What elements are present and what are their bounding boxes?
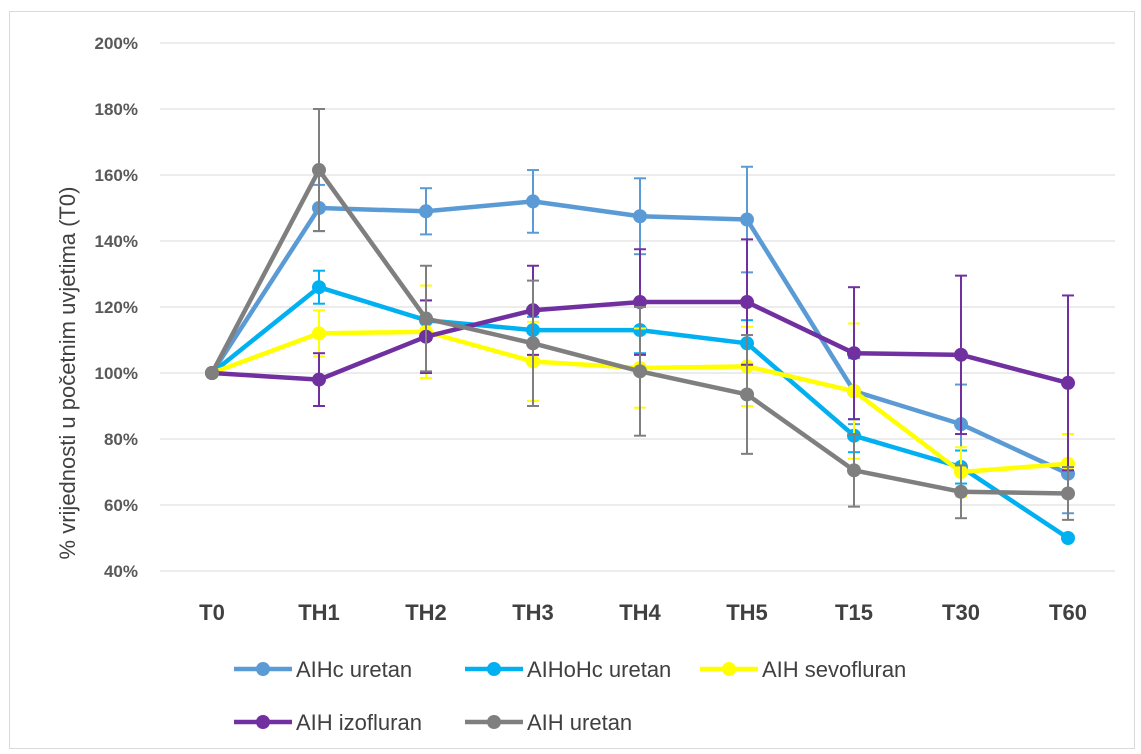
x-tick-label: T0 <box>199 600 225 625</box>
gridlines <box>160 42 1115 572</box>
legend-swatch-marker <box>256 662 270 676</box>
y-tick-label: 80% <box>104 430 138 449</box>
data-point <box>1061 531 1075 545</box>
x-tick-label: TH2 <box>405 600 447 625</box>
data-point <box>740 212 754 227</box>
x-tick-label: TH5 <box>726 600 768 625</box>
data-point <box>954 347 968 362</box>
legend-swatch-marker <box>487 715 501 729</box>
y-tick-label: 200% <box>95 34 138 53</box>
x-tick-label: T60 <box>1049 600 1087 625</box>
legend-label: AIHc uretan <box>296 657 412 682</box>
legend-swatch-marker <box>256 715 270 729</box>
legend-swatch-marker <box>722 662 736 676</box>
data-point <box>633 364 647 379</box>
data-point <box>312 280 326 295</box>
legend-item[interactable]: AIHoHc uretan <box>465 657 671 682</box>
x-tick-label: T30 <box>942 600 980 625</box>
data-point <box>312 372 326 387</box>
data-point <box>954 484 968 499</box>
series-aih-uretan <box>205 108 1075 521</box>
y-axis-label: % vrijednosti u početnim uvjetima (T0) <box>55 187 80 560</box>
x-tick-label: T15 <box>835 600 873 625</box>
legend-item[interactable]: AIH sevofluran <box>700 657 906 682</box>
x-tick-label: TH4 <box>619 600 661 625</box>
data-point <box>633 295 647 310</box>
y-axis-ticks: 40% 60% 80% 100% 120% 140% 160% 180% 200% <box>95 34 138 581</box>
y-tick-label: 40% <box>104 562 138 581</box>
data-point <box>740 387 754 402</box>
data-point <box>1061 486 1075 501</box>
legend-item[interactable]: AIH uretan <box>465 710 632 735</box>
y-tick-label: 100% <box>95 364 138 383</box>
legend-label: AIHoHc uretan <box>527 657 671 682</box>
y-tick-label: 120% <box>95 298 138 317</box>
data-point <box>526 336 540 351</box>
legend-label: AIH izofluran <box>296 710 422 735</box>
legend-item[interactable]: AIHc uretan <box>234 657 412 682</box>
data-point <box>526 194 540 209</box>
data-point <box>205 366 219 380</box>
legend[interactable]: AIHc uretan AIHoHc uretan AIH sevofluran AI… <box>234 657 906 735</box>
data-point <box>1061 375 1075 390</box>
y-tick-label: 60% <box>104 496 138 515</box>
legend-item[interactable]: AIH izofluran <box>234 710 422 735</box>
chart-area <box>9 11 1135 749</box>
series-group <box>205 108 1075 545</box>
x-axis-ticks: T0 TH1 TH2 TH3 TH4 TH5 T15 T30 T60 <box>199 600 1087 625</box>
data-point <box>847 463 861 478</box>
data-point <box>633 209 647 224</box>
x-tick-label: TH3 <box>512 600 554 625</box>
y-tick-label: 160% <box>95 166 138 185</box>
data-point <box>312 326 326 341</box>
x-tick-label: TH1 <box>298 600 340 625</box>
data-point <box>847 346 861 361</box>
data-point <box>419 204 433 219</box>
legend-swatch-marker <box>487 662 501 676</box>
legend-label: AIH uretan <box>527 710 632 735</box>
data-point <box>312 163 326 178</box>
y-tick-label: 140% <box>95 232 138 251</box>
legend-label: AIH sevofluran <box>762 657 906 682</box>
y-tick-label: 180% <box>95 100 138 119</box>
data-point <box>740 295 754 310</box>
data-point <box>419 311 433 326</box>
